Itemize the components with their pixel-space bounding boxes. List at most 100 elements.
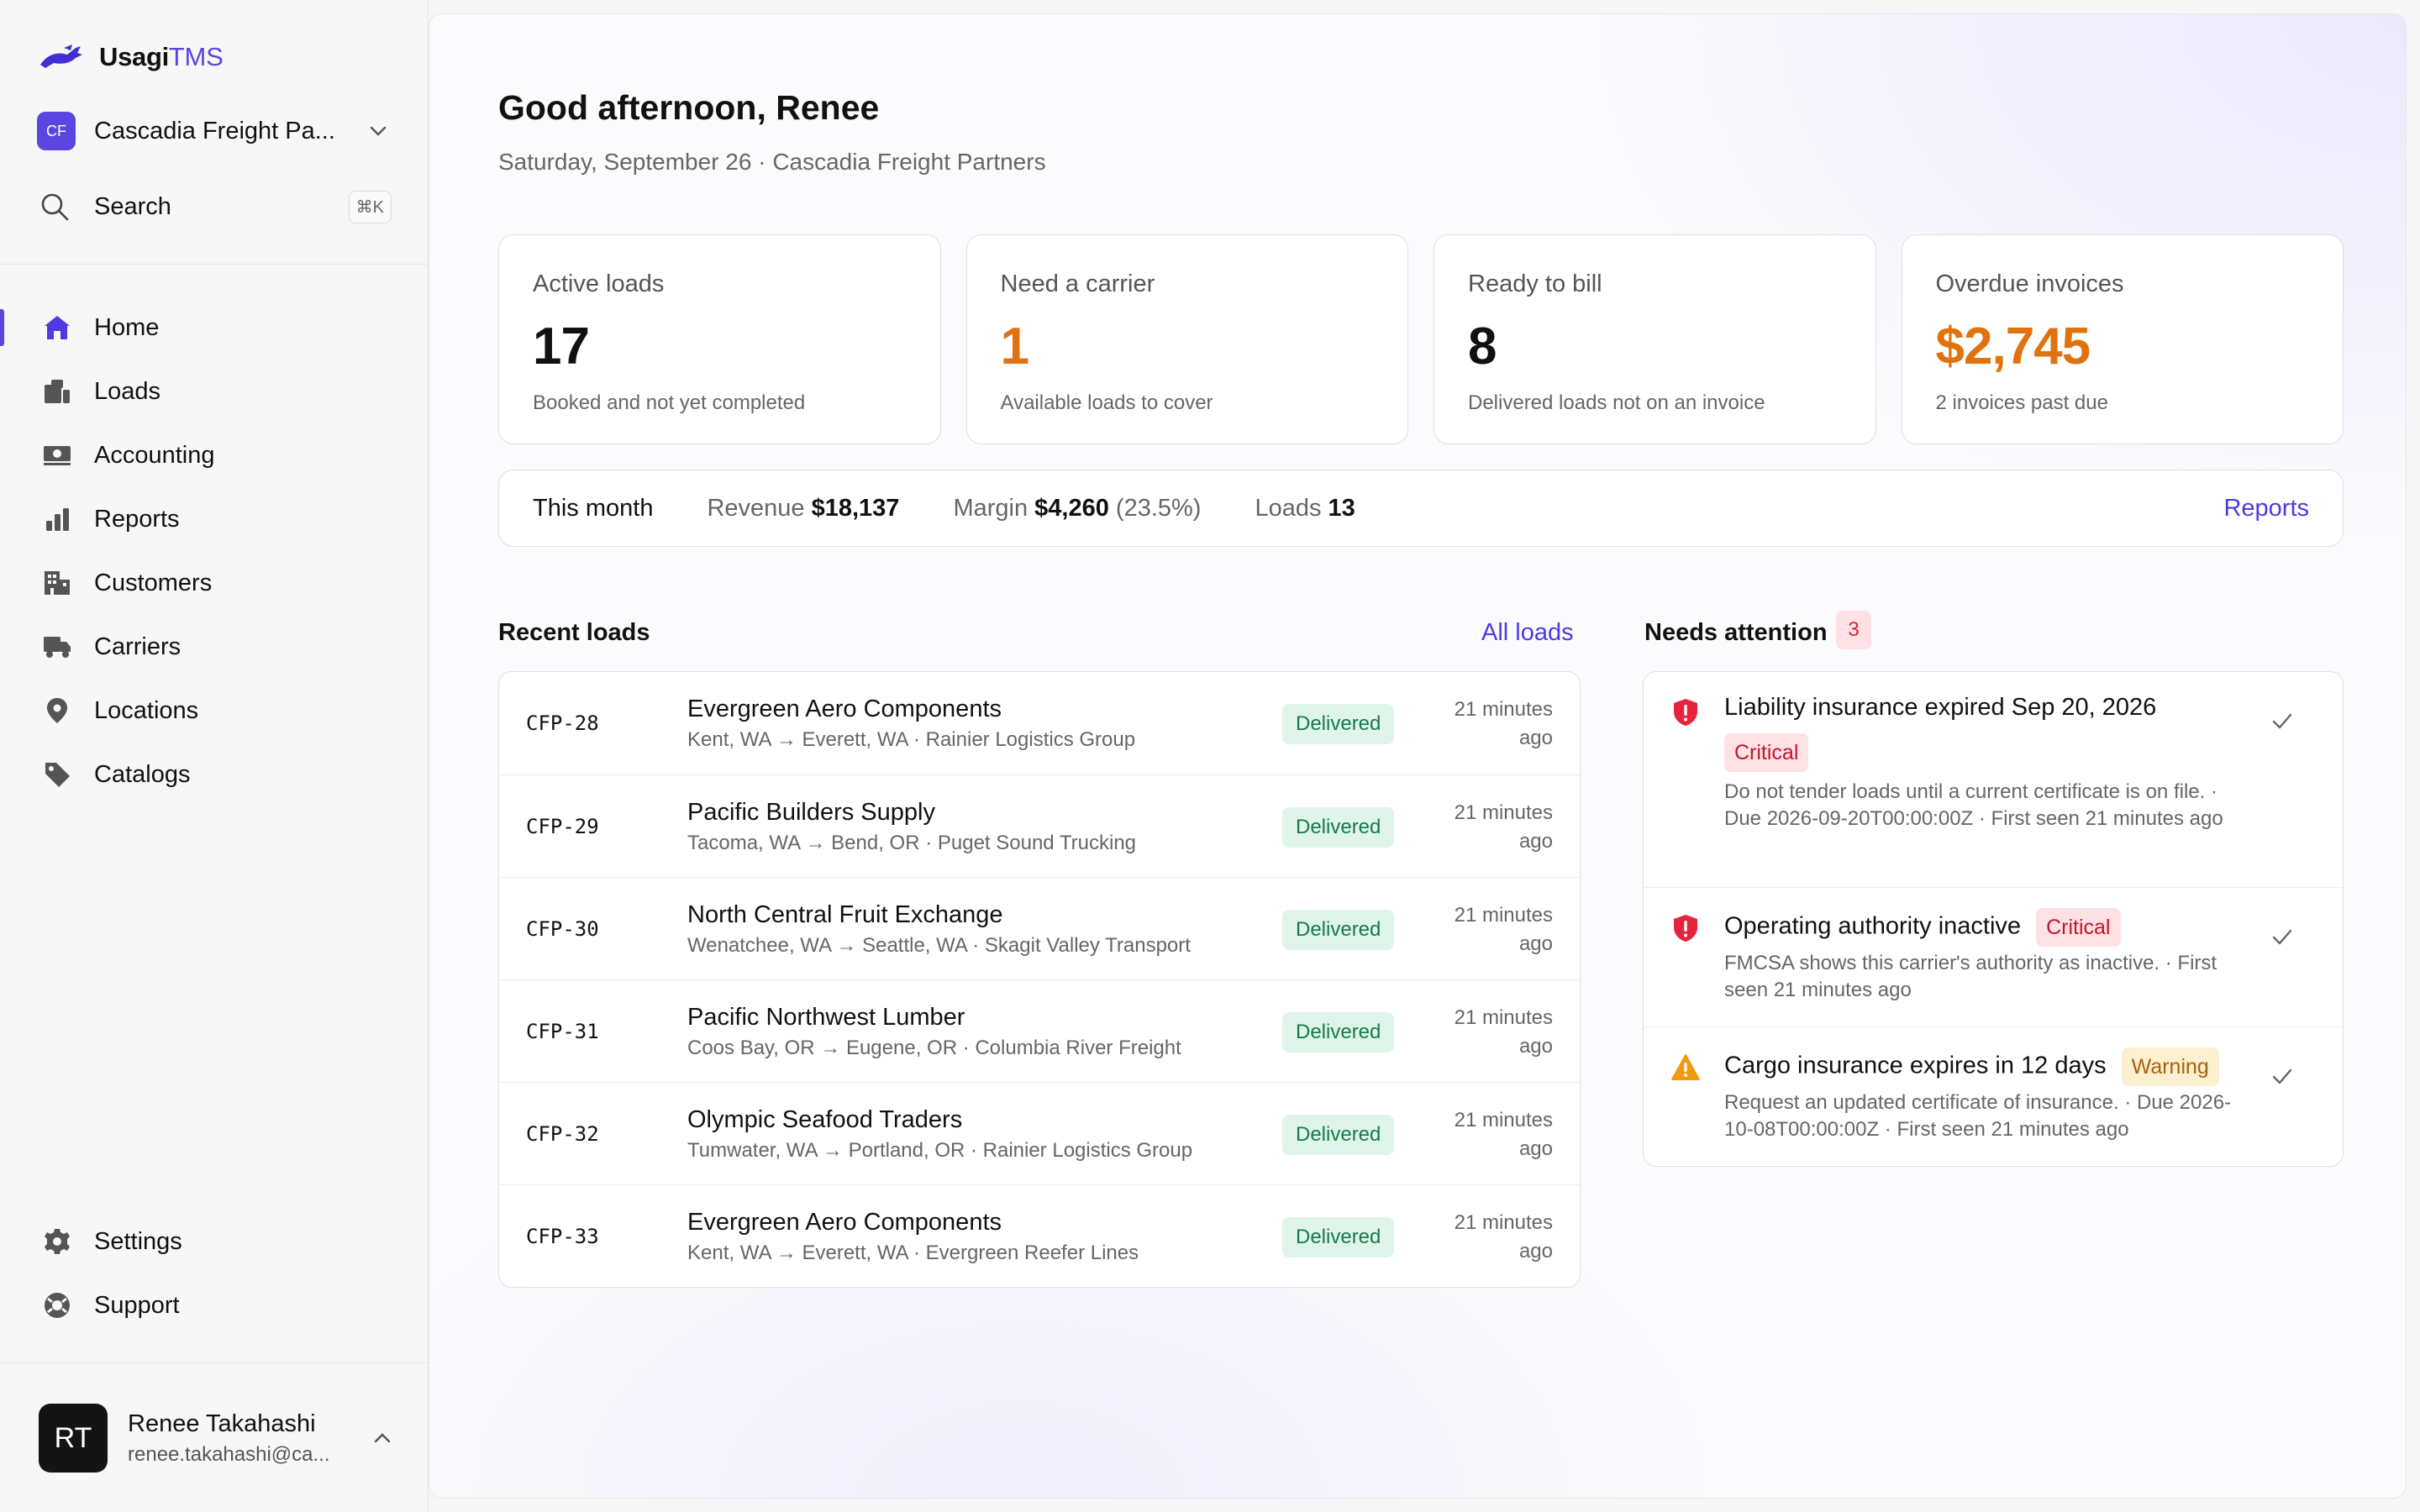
reports-link[interactable]: Reports [2223,494,2309,522]
load-time: 21 minutes ago [1454,904,1553,955]
load-time: 21 minutes ago [1454,1109,1553,1160]
dismiss-check-icon[interactable] [2269,923,2296,950]
accounting-icon [42,440,72,470]
load-id: CFP-28 [526,711,599,735]
load-customer: Pacific Northwest Lumber [687,1004,965,1031]
load-customer: Olympic Seafood Traders [687,1106,963,1133]
alert-title: Cargo insurance expires in 12 days Warni… [1724,1047,2245,1086]
status-badge: Delivered [1282,807,1395,848]
stat-value: 1 [1000,318,1029,375]
load-row[interactable]: CFP-28 Evergreen Aero Components Kent, WA… [499,672,1580,774]
alert-item[interactable]: Liability insurance expired Sep 20, 2026… [1644,672,2343,887]
all-loads-link[interactable]: All loads [1481,619,1574,646]
load-row[interactable]: CFP-33 Evergreen Aero Components Kent, WA… [499,1184,1580,1287]
nav-item-customers[interactable]: Customers [0,551,429,615]
gear-icon [42,1226,72,1257]
customers-icon [42,568,72,598]
alert-item[interactable]: Operating authority inactive Critical FM… [1644,887,2343,1026]
stat-label: Overdue invoices [1935,270,2124,297]
page-title: Good afternoon, Renee [498,88,880,127]
load-row[interactable]: CFP-29 Pacific Builders Supply Tacoma, WA… [499,774,1580,877]
search-icon [41,193,69,221]
reports-icon [42,504,72,534]
chevron-up-icon [374,1433,391,1443]
load-row[interactable]: CFP-31 Pacific Northwest Lumber Coos Bay,… [499,979,1580,1082]
user-name: Renee Takahashi [128,1410,316,1437]
status-badge: Delivered [1282,910,1395,950]
tag-icon [42,759,72,790]
stat-card-ready-to-bill[interactable]: Ready to bill 8 Delivered loads not on a… [1434,234,1876,444]
load-customer: North Central Fruit Exchange [687,901,1003,928]
nav-item-support[interactable]: Support [0,1273,429,1337]
search-label: Search [94,192,171,220]
avatar: RT [39,1404,108,1473]
load-route: Wenatchee, WA → Seattle, WA · Skagit Val… [687,934,1191,957]
severity-badge: Critical [1724,733,1809,772]
alert-item[interactable]: Cargo insurance expires in 12 days Warni… [1644,1026,2343,1166]
brand-logo[interactable]: UsagiTMS [39,37,224,77]
status-badge: Delivered [1282,1012,1395,1053]
load-customer: Evergreen Aero Components [687,1209,1002,1236]
nav-item-catalogs[interactable]: Catalogs [0,743,429,806]
needs-attention-list: Liability insurance expired Sep 20, 2026… [1643,671,2344,1167]
home-icon [42,312,72,343]
nav-label: Accounting [94,441,215,469]
brand-name: UsagiTMS [99,42,224,71]
shield-alert-icon [1674,699,1697,726]
nav-label: Home [94,313,160,341]
load-time: 21 minutes ago [1454,1211,1553,1263]
shield-alert-icon [1674,915,1697,942]
load-row[interactable]: CFP-32 Olympic Seafood Traders Tumwater, … [499,1082,1580,1184]
recent-loads-list: CFP-28 Evergreen Aero Components Kent, WA… [498,671,1581,1288]
loads-icon [42,376,72,407]
user-menu[interactable]: RT Renee Takahashi renee.takahashi@ca... [39,1403,392,1473]
search-button[interactable]: Search ⌘K [39,186,392,227]
load-route: Kent, WA → Everett, WA · Rainier Logisti… [687,728,1136,751]
nav-item-home[interactable]: Home [0,296,429,360]
alert-description: FMCSA shows this carrier's authority as … [1724,952,2217,1001]
nav-item-accounting[interactable]: Accounting [0,423,429,487]
stat-card-need-carrier[interactable]: Need a carrier 1 Available loads to cove… [965,234,1408,444]
nav-label: Carriers [94,633,182,660]
lifebuoy-icon [42,1290,72,1320]
nav-item-settings[interactable]: Settings [0,1210,429,1273]
load-route: Coos Bay, OR → Eugene, OR · Columbia Riv… [687,1037,1181,1059]
stat-description: Available loads to cover [1000,391,1213,414]
org-switcher[interactable]: CF Cascadia Freight Pa... [37,109,390,153]
severity-badge: Critical [2036,908,2121,947]
stat-card-active-loads[interactable]: Active loads 17 Booked and not yet compl… [498,234,941,444]
stat-card-overdue-invoices[interactable]: Overdue invoices $2,745 2 invoices past … [1901,234,2344,444]
load-route: Tumwater, WA → Portland, OR · Rainier Lo… [687,1139,1193,1162]
month-revenue: Revenue $18,137 [707,494,900,522]
load-time: 21 minutes ago [1454,698,1553,749]
nav-label: Loads [94,377,161,405]
load-route: Kent, WA → Everett, WA · Evergreen Reefe… [687,1242,1139,1264]
stat-label: Active loads [533,270,665,297]
load-row[interactable]: CFP-30 North Central Fruit Exchange Wenat… [499,877,1580,979]
nav-label: Customers [94,569,213,596]
load-route: Tacoma, WA → Bend, OR · Puget Sound Truc… [687,832,1137,854]
stat-label: Ready to bill [1468,270,1602,297]
page-subtitle: Saturday, September 26 · Cascadia Freigh… [498,149,1046,175]
nav-item-loads[interactable]: Loads [0,360,429,423]
nav-label: Catalogs [94,760,191,788]
dismiss-check-icon[interactable] [2269,707,2296,734]
nav-label: Locations [94,696,199,724]
needs-attention-title: Needs attention [1644,619,1828,646]
stat-cards: Active loads 17 Booked and not yet compl… [498,234,2344,444]
month-title: This month [533,494,654,522]
nav-item-reports[interactable]: Reports [0,487,429,551]
dismiss-check-icon[interactable] [2269,1063,2296,1089]
stat-description: 2 invoices past due [1935,391,2108,414]
user-email: renee.takahashi@ca... [128,1442,330,1466]
stat-label: Need a carrier [1000,270,1155,297]
load-time: 21 minutes ago [1454,801,1553,853]
main-panel: Good afternoon, Renee Saturday, Septembe… [429,13,2407,1499]
nav-item-carriers[interactable]: Carriers [0,615,429,679]
chevron-down-icon [366,119,390,143]
status-badge: Delivered [1282,1115,1395,1155]
search-shortcut: ⌘K [348,190,392,223]
severity-badge: Warning [2121,1047,2219,1086]
nav-item-locations[interactable]: Locations [0,679,429,743]
user-info: Renee Takahashi renee.takahashi@ca... [128,1410,373,1467]
